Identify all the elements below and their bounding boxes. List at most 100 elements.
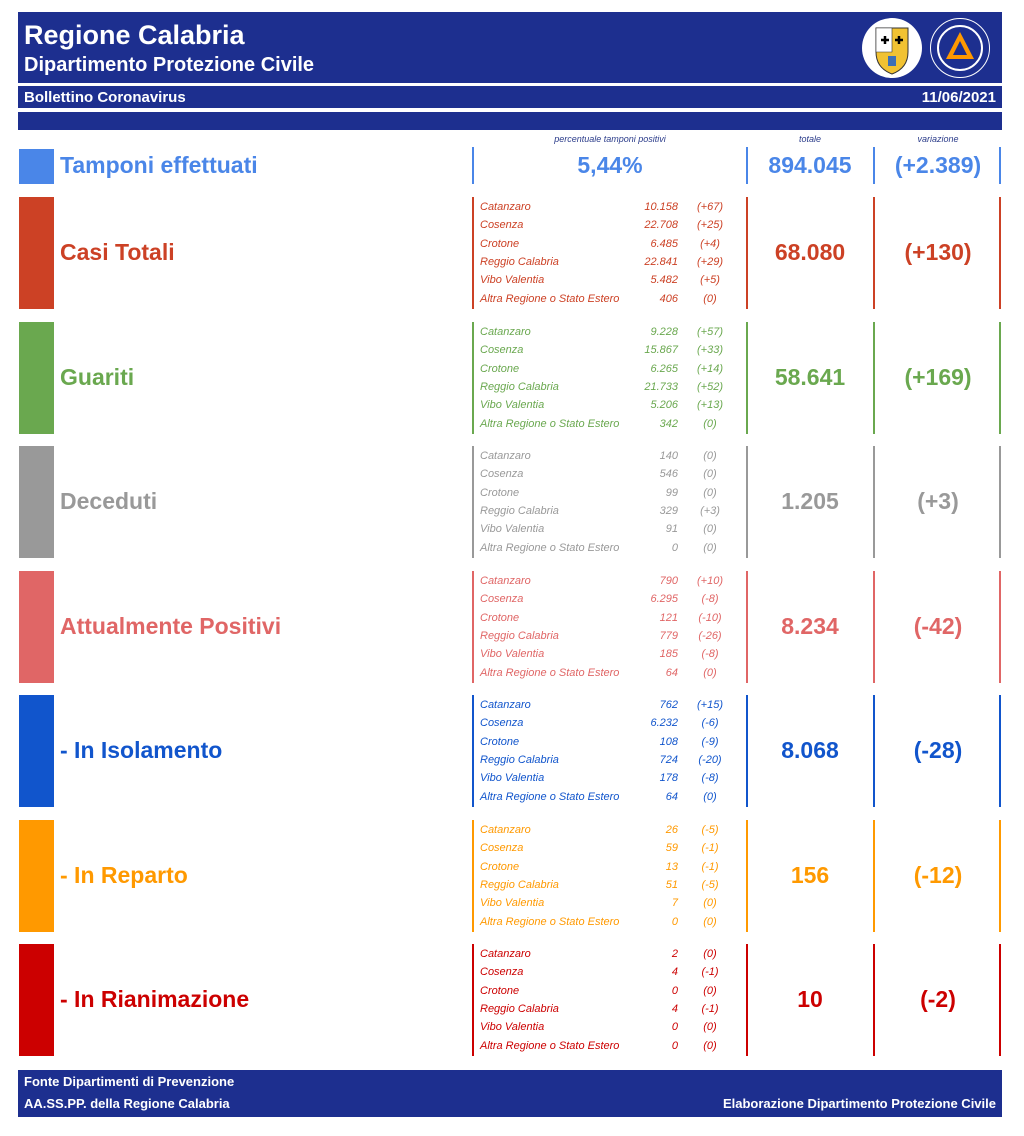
column-header-variation: variazione [917, 134, 959, 144]
tamponi-variation: (+2.389) [894, 152, 982, 178]
section-title: Casi Totali [60, 239, 175, 265]
section-color-bar [19, 695, 54, 807]
column-header-percent: percentuale tamponi positivi [554, 134, 666, 144]
province-name: Reggio Calabria [480, 629, 559, 642]
province-delta: (+57) [697, 326, 723, 338]
province-value: 762 [659, 699, 678, 711]
province-name: Altra Regione o Stato Estero [480, 292, 620, 305]
province-delta: (+10) [697, 575, 723, 587]
footer-source-line1: Fonte Dipartimenti di Prevenzione [24, 1074, 235, 1089]
province-name: Crotone [480, 860, 520, 873]
province-value: 0 [671, 541, 678, 554]
divider-line [746, 820, 748, 932]
province-name: Altra Regione o Stato Estero [480, 417, 620, 430]
province-value: 51 [665, 878, 678, 891]
province-value: 185 [659, 648, 678, 661]
divider-line [873, 571, 875, 683]
province-delta: (-5) [701, 878, 719, 891]
section-title: - In Reparto [60, 862, 188, 888]
province-delta: (0) [703, 292, 717, 305]
province-name: Cosenza [480, 344, 524, 357]
province-value: 4 [671, 1002, 678, 1015]
section-variation: (+3) [917, 488, 959, 514]
divider-line [999, 571, 1001, 683]
province-delta: (-8) [701, 648, 719, 661]
province-delta: (+5) [700, 274, 720, 287]
province-value: 0 [671, 984, 678, 997]
divider-line [472, 446, 474, 558]
province-name: Catanzaro [480, 824, 531, 836]
divider-line [472, 322, 474, 434]
section-variation: (+169) [904, 364, 972, 390]
page-subtitle: Dipartimento Protezione Civile [24, 54, 315, 76]
province-delta: (0) [703, 450, 717, 462]
province-name: Catanzaro [480, 948, 531, 960]
province-value: 4 [671, 966, 678, 979]
province-value: 13 [665, 860, 678, 873]
province-value: 6.485 [650, 237, 678, 250]
divider-line [873, 446, 875, 558]
province-delta: (+14) [697, 362, 723, 375]
section-title: - In Isolamento [60, 737, 223, 763]
province-value: 790 [659, 575, 678, 587]
footer-credit: Elaborazione Dipartimento Protezione Civ… [722, 1096, 996, 1111]
divider-line [999, 147, 1001, 184]
divider-line [472, 695, 474, 807]
province-name: Catanzaro [480, 450, 531, 462]
bulletin-bar: Bollettino Coronavirus 11/06/2021 [18, 86, 1002, 108]
divider-line [746, 944, 748, 1056]
province-delta: (-1) [701, 842, 719, 855]
province-name: Vibo Valentia [480, 399, 545, 412]
divider-line [873, 322, 875, 434]
province-value: 99 [665, 486, 678, 499]
province-delta: (+4) [700, 237, 720, 250]
header-divider-bar [18, 112, 1002, 130]
province-name: Vibo Valentia [480, 772, 545, 785]
province-name: Cosenza [480, 842, 524, 855]
section-title: Attualmente Positivi [60, 613, 282, 639]
province-value: 178 [659, 772, 678, 785]
page-title: Regione Calabria [24, 20, 245, 50]
tamponi-total: 894.045 [768, 152, 852, 178]
province-delta: (0) [703, 486, 717, 499]
province-name: Crotone [480, 237, 520, 250]
province-name: Catanzaro [480, 326, 531, 338]
province-value: 0 [671, 1039, 678, 1052]
bulletin-date: 11/06/2021 [921, 89, 996, 106]
province-value: 26 [665, 824, 678, 836]
province-name: Crotone [480, 735, 520, 748]
tamponi-color-square [19, 149, 54, 184]
province-value: 21.733 [644, 380, 678, 393]
province-value: 7 [671, 897, 678, 910]
province-delta: (-10) [698, 611, 722, 624]
section-variation: (+130) [904, 239, 972, 265]
province-value: 59 [665, 842, 678, 855]
province-name: Cosenza [480, 717, 524, 730]
bulletin-label: Bollettino Coronavirus [24, 89, 186, 106]
province-delta: (0) [703, 915, 717, 928]
section-color-bar [19, 197, 54, 309]
province-delta: (-26) [698, 629, 722, 642]
province-name: Catanzaro [480, 201, 531, 213]
section-total: 10 [797, 986, 823, 1012]
section-total: 68.080 [774, 239, 846, 265]
province-name: Crotone [480, 984, 520, 997]
province-value: 6.295 [650, 593, 678, 606]
province-delta: (-20) [698, 753, 722, 766]
province-delta: (-8) [701, 772, 719, 785]
province-value: 0 [671, 915, 678, 928]
divider-line [746, 147, 748, 184]
province-delta: (+52) [697, 380, 723, 393]
section-variation: (-28) [913, 737, 963, 763]
section-total: 8.234 [781, 613, 839, 639]
province-name: Crotone [480, 486, 520, 499]
province-value: 2 [671, 948, 678, 960]
province-delta: (0) [703, 897, 717, 910]
province-name: Vibo Valentia [480, 897, 545, 910]
province-value: 546 [659, 468, 678, 481]
divider-line [873, 944, 875, 1056]
province-name: Vibo Valentia [480, 523, 545, 536]
divider-line [472, 147, 474, 184]
divider-line [472, 197, 474, 309]
divider-line [472, 944, 474, 1056]
